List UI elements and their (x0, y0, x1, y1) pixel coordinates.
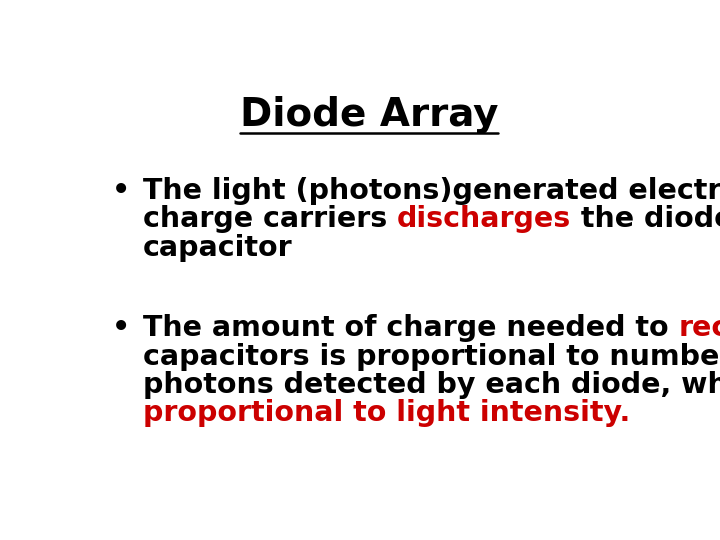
Text: The amount of charge needed to: The amount of charge needed to (143, 314, 678, 342)
Text: recharge: recharge (678, 314, 720, 342)
Text: proportional to light intensity.: proportional to light intensity. (143, 399, 630, 427)
Text: photons detected by each diode, which: photons detected by each diode, which (143, 371, 720, 399)
Text: the diode: the diode (572, 205, 720, 233)
Text: capacitors is proportional to number of: capacitors is proportional to number of (143, 342, 720, 370)
Text: Diode Array: Diode Array (240, 96, 498, 134)
Text: discharges: discharges (397, 205, 572, 233)
Text: charge carriers: charge carriers (143, 205, 397, 233)
Text: •: • (112, 177, 130, 205)
Text: capacitor: capacitor (143, 234, 292, 262)
Text: The light (photons)generated electric: The light (photons)generated electric (143, 177, 720, 205)
Text: •: • (112, 314, 130, 342)
